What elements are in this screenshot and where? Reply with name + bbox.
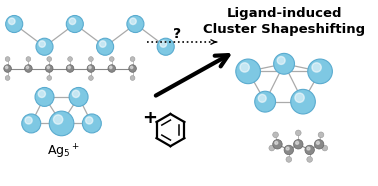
Circle shape <box>25 117 32 124</box>
Circle shape <box>99 41 106 47</box>
Circle shape <box>88 76 93 80</box>
Circle shape <box>88 57 93 61</box>
Circle shape <box>127 15 144 33</box>
Circle shape <box>108 65 116 72</box>
Circle shape <box>5 76 10 80</box>
Circle shape <box>269 145 274 151</box>
Circle shape <box>255 91 276 112</box>
Circle shape <box>53 115 63 124</box>
Circle shape <box>68 66 70 69</box>
Circle shape <box>38 90 45 97</box>
Circle shape <box>275 141 278 144</box>
Text: Ligand-induced
Cluster Shapeshifting: Ligand-induced Cluster Shapeshifting <box>203 7 365 36</box>
Circle shape <box>89 66 91 69</box>
Circle shape <box>129 65 136 72</box>
Circle shape <box>6 15 23 33</box>
Circle shape <box>240 63 249 72</box>
Circle shape <box>97 38 114 55</box>
Circle shape <box>26 66 29 69</box>
Text: +: + <box>142 109 157 127</box>
Circle shape <box>314 140 324 149</box>
Circle shape <box>307 157 313 162</box>
Circle shape <box>130 66 133 69</box>
Circle shape <box>5 57 10 61</box>
Circle shape <box>66 65 74 72</box>
Circle shape <box>273 140 282 149</box>
Circle shape <box>47 66 50 69</box>
Circle shape <box>82 114 101 133</box>
Circle shape <box>26 57 31 61</box>
Circle shape <box>286 147 289 150</box>
Circle shape <box>160 41 167 47</box>
Circle shape <box>294 140 303 149</box>
Circle shape <box>274 53 294 74</box>
Circle shape <box>66 15 83 33</box>
Circle shape <box>307 147 310 150</box>
Circle shape <box>236 59 260 84</box>
Circle shape <box>316 141 319 144</box>
Circle shape <box>5 66 8 69</box>
Circle shape <box>312 63 321 72</box>
Circle shape <box>69 18 76 25</box>
Circle shape <box>68 57 73 61</box>
Circle shape <box>322 145 328 151</box>
Circle shape <box>130 57 135 61</box>
Circle shape <box>296 141 299 144</box>
Circle shape <box>157 38 174 55</box>
Circle shape <box>130 18 136 25</box>
Circle shape <box>39 41 45 47</box>
Circle shape <box>258 94 266 102</box>
Circle shape <box>308 59 332 84</box>
Circle shape <box>305 145 314 155</box>
Circle shape <box>69 87 88 106</box>
Circle shape <box>47 57 52 61</box>
Circle shape <box>109 57 114 61</box>
Text: ?: ? <box>174 27 181 41</box>
Circle shape <box>22 114 41 133</box>
Circle shape <box>72 90 79 97</box>
Circle shape <box>286 157 292 162</box>
Circle shape <box>87 65 95 72</box>
Circle shape <box>273 132 279 138</box>
Circle shape <box>49 111 74 136</box>
Circle shape <box>35 87 54 106</box>
Text: Ag$_5$$^+$: Ag$_5$$^+$ <box>47 142 80 161</box>
Circle shape <box>36 38 53 55</box>
Circle shape <box>85 117 93 124</box>
Circle shape <box>47 76 52 80</box>
Circle shape <box>9 18 15 25</box>
Circle shape <box>45 65 53 72</box>
Circle shape <box>318 132 324 138</box>
Circle shape <box>295 93 304 102</box>
Circle shape <box>277 57 285 64</box>
Circle shape <box>25 65 32 72</box>
Circle shape <box>4 65 11 72</box>
Circle shape <box>110 66 112 69</box>
Circle shape <box>130 76 135 80</box>
Circle shape <box>284 145 294 155</box>
Circle shape <box>296 130 301 136</box>
Circle shape <box>291 89 315 114</box>
